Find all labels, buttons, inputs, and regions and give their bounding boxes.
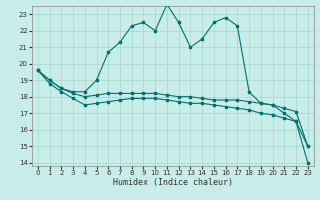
X-axis label: Humidex (Indice chaleur): Humidex (Indice chaleur) <box>113 178 233 187</box>
